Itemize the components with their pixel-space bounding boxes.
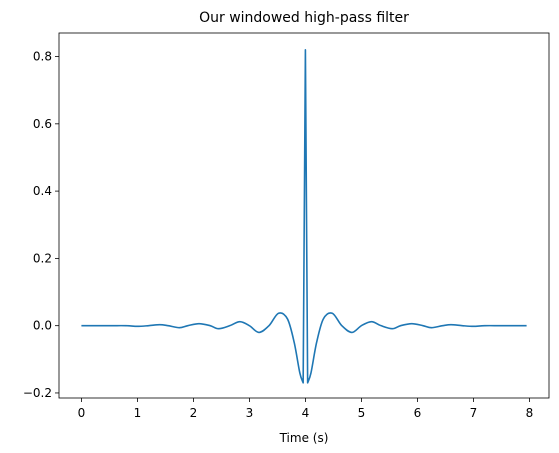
plot-frame <box>58 32 550 399</box>
y-tick-label: 0.8 <box>33 50 52 64</box>
y-tick-label: 0.2 <box>33 251 52 265</box>
x-tick-label: 6 <box>414 406 422 420</box>
y-tick-label: 0.4 <box>33 184 52 198</box>
x-axis: 0 1 2 3 4 5 6 7 8 <box>78 398 534 420</box>
y-tick-label: 0.6 <box>33 117 52 131</box>
y-tick-label: 0.0 <box>33 319 52 333</box>
x-tick-label: 2 <box>190 406 198 420</box>
x-tick-label: 7 <box>470 406 478 420</box>
x-tick-label: 0 <box>78 406 86 420</box>
x-tick-label: 3 <box>246 406 254 420</box>
x-tick-label: 5 <box>358 406 366 420</box>
x-tick-label: 1 <box>134 406 142 420</box>
x-tick-label: 4 <box>302 406 310 420</box>
y-tick-label: −0.2 <box>23 386 52 400</box>
chart-title: Our windowed high-pass filter <box>199 10 409 26</box>
y-axis: −0.2 0.0 0.2 0.4 0.6 0.8 <box>23 50 59 400</box>
series-line <box>81 49 527 384</box>
x-axis-label: Time (s) <box>279 431 329 445</box>
x-tick-label: 8 <box>526 406 534 420</box>
